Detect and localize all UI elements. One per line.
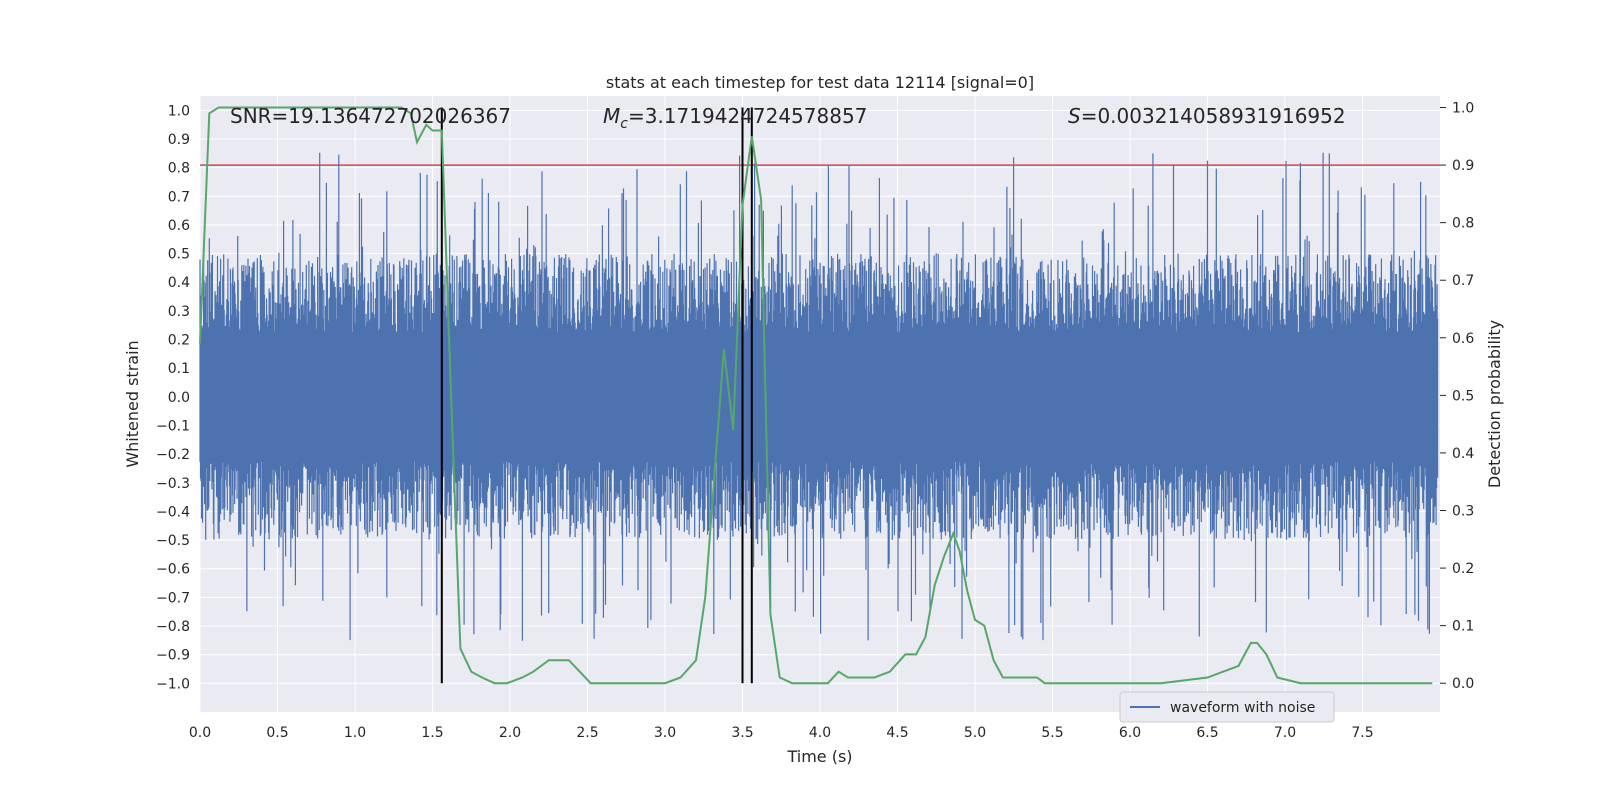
y2-tick-label: 0.2 — [1452, 561, 1474, 577]
chart-title: stats at each timestep for test data 121… — [606, 73, 1034, 92]
x-tick-label: 6.5 — [1196, 725, 1218, 741]
y-tick-label: 1.0 — [168, 103, 190, 119]
s-value: =0.003214058931916952 — [1081, 104, 1346, 128]
legend-box — [1119, 691, 1335, 723]
x-tick-label: 3.5 — [731, 725, 753, 741]
x-tick-label: 0.0 — [189, 725, 211, 741]
y-axis-label: Whitened strain — [123, 340, 142, 467]
y2-tick-label: 0.6 — [1452, 331, 1474, 347]
x-tick-label: 6.0 — [1119, 725, 1141, 741]
y2-tick-label: 0.9 — [1452, 158, 1474, 174]
y2-tick-label: 1.0 — [1452, 101, 1474, 117]
chirp-mass-annotation: Mc=3.1719424724578857 — [603, 104, 867, 132]
x-tick-label: 1.5 — [421, 725, 443, 741]
x-tick-label: 7.0 — [1274, 725, 1296, 741]
y-tick-label: 0.4 — [168, 275, 190, 291]
y-tick-label: −0.1 — [156, 418, 190, 434]
s-symbol: S — [1068, 104, 1081, 128]
y2-axis-label: Detection probability — [1485, 320, 1504, 488]
legend-entry-waveform: waveform with noise — [1170, 700, 1315, 716]
y-tick-label: −1.0 — [156, 676, 190, 692]
y2-tick-label: 0.4 — [1452, 446, 1474, 462]
y-tick-label: 0.0 — [168, 390, 190, 406]
y-tick-label: 0.3 — [168, 304, 190, 320]
x-tick-label: 2.5 — [576, 725, 598, 741]
y-tick-label: 0.9 — [168, 132, 190, 148]
x-axis-ticks: 0.0 0.5 1.0 1.5 2.0 2.5 3.0 3.5 4.0 4.5 5.0 5.5 6.0 6… — [189, 725, 1374, 741]
detection-probability-line — [199, 106, 1433, 685]
y-tick-label: 0.1 — [168, 361, 190, 377]
x-tick-label: 0.5 — [266, 725, 288, 741]
y-tick-label: 0.2 — [168, 333, 190, 349]
y-tick-label: 0.8 — [168, 161, 190, 177]
y-tick-label: −0.3 — [156, 476, 190, 492]
x-tick-label: 7.5 — [1351, 725, 1373, 741]
x-tick-label: 2.0 — [499, 725, 521, 741]
x-axis-label: Time (s) — [786, 747, 852, 766]
y-tick-label: −0.8 — [156, 619, 190, 635]
y-tick-label: −0.6 — [156, 562, 190, 578]
y-tick-label: −0.4 — [156, 504, 190, 520]
legend: waveform with noise — [1119, 691, 1335, 723]
y-tick-label: 0.7 — [168, 189, 190, 205]
x-tick-label: 5.5 — [1041, 725, 1063, 741]
x-tick-label: 1.0 — [344, 725, 366, 741]
y-tick-label: 0.6 — [168, 218, 190, 234]
chirp-mass-subscript: c — [620, 116, 628, 132]
y2-axis-ticks: 1.0 0.9 0.8 0.7 0.6 0.5 0.4 0.3 0.2 0.1 0.0 — [1440, 101, 1474, 692]
y2-tick-label: 0.5 — [1452, 388, 1474, 404]
waveform-with-noise-line — [199, 152, 1439, 641]
y2-tick-label: 0.7 — [1452, 273, 1474, 289]
x-tick-label: 4.5 — [886, 725, 908, 741]
y-axis-ticks: 1.0 0.9 0.8 0.7 0.6 0.5 0.4 0.3 0.2 0.1 0.0 −0.1 −0.… — [156, 103, 190, 692]
y2-tick-label: 0.3 — [1452, 504, 1474, 520]
y-tick-label: −0.5 — [156, 533, 190, 549]
y2-tick-label: 0.1 — [1452, 619, 1474, 635]
y2-tick-label: 0.8 — [1452, 216, 1474, 232]
y-tick-label: −0.9 — [156, 648, 190, 664]
x-tick-label: 4.0 — [809, 725, 831, 741]
y-tick-label: −0.7 — [156, 590, 190, 606]
y-tick-label: −0.2 — [156, 447, 190, 463]
chirp-mass-symbol: M — [603, 104, 620, 128]
waveform-series — [199, 152, 1439, 641]
chirp-mass-value: =3.1719424724578857 — [628, 104, 867, 128]
x-tick-label: 5.0 — [964, 725, 986, 741]
snr-annotation: SNR=19.136472702026367 — [230, 104, 511, 128]
y2-tick-label: 0.0 — [1452, 676, 1474, 692]
y-tick-label: 0.5 — [168, 247, 190, 263]
s-annotation: S=0.003214058931916952 — [1068, 104, 1346, 128]
x-tick-label: 3.0 — [654, 725, 676, 741]
